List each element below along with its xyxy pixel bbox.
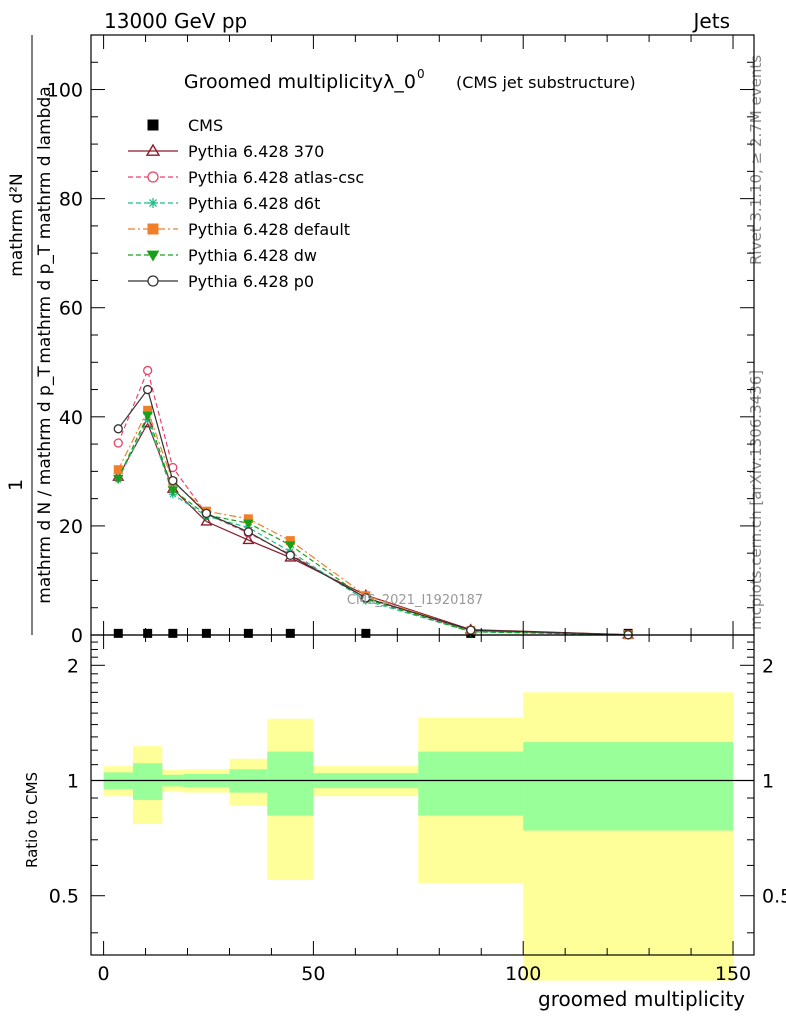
legend-label: Pythia 6.428 dw xyxy=(188,246,317,265)
main-y-tick-label: 0 xyxy=(71,625,83,647)
y-label-prefix-denominator: mathrm d N / mathrm d p_T xyxy=(35,366,55,604)
x-tick-label: 150 xyxy=(715,963,751,985)
data-point-legend-5 xyxy=(146,250,160,262)
plot-title-text: Groomed multiplicityλ_0 xyxy=(184,71,416,93)
ratio-plot-panel: 0.5 0.5 1 1 2 2 0 50 100 150 xyxy=(49,634,786,985)
series-line xyxy=(117,421,629,636)
analysis-watermark: CMS_2021_I1920187 xyxy=(347,593,483,608)
y-label-denominator: mathrm d p_T mathrm d lambda xyxy=(35,86,55,363)
data-point-6-7 xyxy=(466,625,476,635)
data-point-1-3 xyxy=(200,515,213,526)
data-point-0-0 xyxy=(113,628,123,638)
main-y-tick-label: 20 xyxy=(59,516,83,538)
legend-label: Pythia 6.428 d6t xyxy=(188,194,320,213)
ratio-inner-band xyxy=(267,751,314,816)
ratio-y-axis-label: Ratio to CMS xyxy=(23,772,41,868)
ratio-inner-band xyxy=(418,751,524,816)
ratio-y-tick-label: 2 xyxy=(67,655,79,677)
data-point-5-2 xyxy=(167,486,179,496)
data-point-legend-6 xyxy=(147,275,159,287)
legend-entry: CMS xyxy=(147,116,223,135)
data-point-5-4 xyxy=(243,519,254,529)
ratio-y-tick-label: 1 xyxy=(67,771,79,793)
data-point-5-5 xyxy=(285,541,296,551)
legend-label: Pythia 6.428 p0 xyxy=(188,272,314,291)
legend-entry: Pythia 6.428 default xyxy=(128,220,350,239)
header-energy-label: 13000 GeV pp xyxy=(104,9,247,33)
data-point-5-0 xyxy=(113,474,124,484)
main-y-tick-label: 100 xyxy=(47,80,83,102)
data-point-4-0 xyxy=(113,465,123,475)
legend: CMS Pythia 6.428 370 Pythia 6.428 atlas-cs… xyxy=(128,116,364,291)
legend-entry: Pythia 6.428 370 xyxy=(128,142,324,161)
data-point-legend-0 xyxy=(147,119,159,131)
data-point-legend-3 xyxy=(148,198,158,208)
ratio-y-tick-label-right: 2 xyxy=(762,655,774,677)
plot-title-superscript: 0 xyxy=(417,67,425,81)
legend-entry: Pythia 6.428 atlas-csc xyxy=(128,168,364,187)
data-point-0-6 xyxy=(361,628,371,638)
ratio-plot-frame xyxy=(90,634,755,956)
data-point-2-1 xyxy=(142,365,153,376)
data-point-0-3 xyxy=(201,628,211,638)
data-point-0-1 xyxy=(143,628,153,638)
ratio-y-tick-label-right: 0.5 xyxy=(762,886,786,908)
mcplots-label: mcplots.cern.ch [arXiv:1306.3436] xyxy=(747,370,765,630)
legend-label: CMS xyxy=(188,116,223,135)
y-label-numerator: mathrm d²N xyxy=(7,173,27,276)
data-point-6-0 xyxy=(113,424,123,434)
legend-label: Pythia 6.428 370 xyxy=(188,142,324,161)
data-point-1-4 xyxy=(242,533,255,545)
data-point-legend-1 xyxy=(145,143,161,156)
data-point-6-5 xyxy=(285,550,295,561)
legend-entry: Pythia 6.428 p0 xyxy=(128,272,314,291)
ratio-y-tick-label-right: 1 xyxy=(762,771,774,793)
ratio-inner-band xyxy=(523,742,734,831)
x-tick-label: 100 xyxy=(505,963,541,985)
data-point-6-4 xyxy=(243,527,254,537)
main-y-tick-label: 40 xyxy=(59,407,83,429)
data-point-0-4 xyxy=(243,628,253,638)
data-point-6-2 xyxy=(168,475,178,486)
ratio-outer-band xyxy=(523,692,734,981)
plot-title: Groomed multiplicityλ_0 0 (CMS jet subst… xyxy=(184,67,636,93)
series-line xyxy=(117,417,629,636)
x-tick-label: 0 xyxy=(98,963,110,985)
x-tick-label: 50 xyxy=(301,963,325,985)
plot-subtitle: (CMS jet substructure) xyxy=(456,73,636,92)
main-y-tick-label: 60 xyxy=(59,298,83,320)
data-point-6-1 xyxy=(142,384,153,395)
ratio-inner-band xyxy=(132,763,163,800)
rivet-version-label: Rivet 3.1.10, ≥ 2.7M events xyxy=(747,55,765,265)
main-plot-panel: 0 20 40 60 80 100 CMS_2021_I1920187 Groomed m… xyxy=(47,34,755,647)
data-point-5-1 xyxy=(142,411,153,421)
legend-entry: Pythia 6.428 dw xyxy=(128,246,317,265)
legend-label: Pythia 6.428 default xyxy=(188,220,350,239)
legend-label: Pythia 6.428 atlas-csc xyxy=(188,168,364,187)
data-point-0-2 xyxy=(168,628,178,638)
data-point-6-6 xyxy=(361,593,371,603)
data-point-6-3 xyxy=(201,508,212,519)
header-category-label: Jets xyxy=(692,9,730,33)
data-point-legend-2 xyxy=(147,171,159,183)
main-y-tick-label: 80 xyxy=(59,189,83,211)
data-point-0-5 xyxy=(285,628,295,638)
data-point-legend-4 xyxy=(147,223,159,235)
legend-entry: Pythia 6.428 d6t xyxy=(128,194,320,213)
main-y-axis-label: 1 mathrm d N / mathrm d p_T mathrm d²N m… xyxy=(5,35,55,635)
y-label-prefix-numerator: 1 xyxy=(5,479,27,491)
ratio-y-tick-label: 0.5 xyxy=(49,886,79,908)
x-axis-label: groomed multiplicity xyxy=(538,987,745,1011)
data-point-2-0 xyxy=(113,438,123,448)
